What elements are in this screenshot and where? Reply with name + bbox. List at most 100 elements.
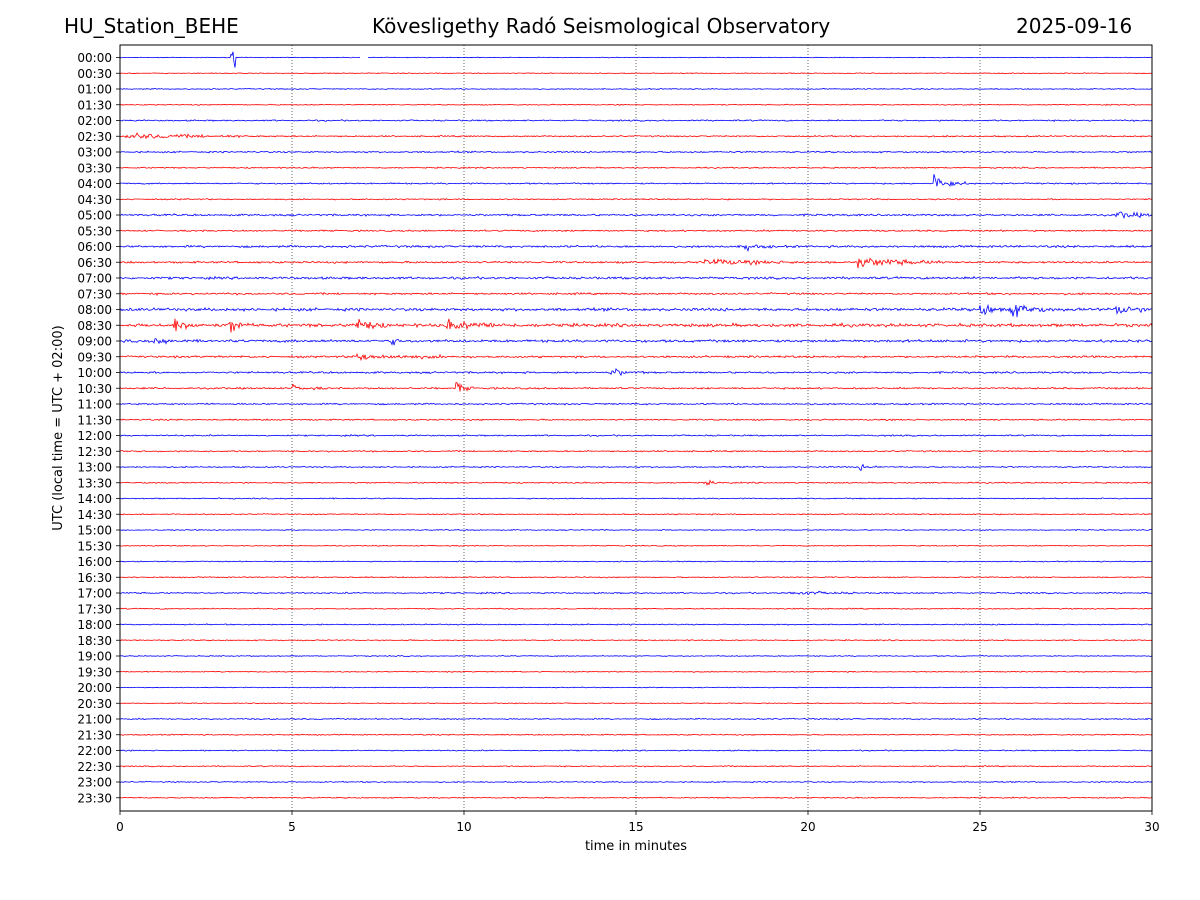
grid-lines xyxy=(291,45,981,811)
trace-row-0800 xyxy=(119,303,1153,318)
y-tick-label: 14:00 xyxy=(77,492,112,506)
y-tick-label: 01:00 xyxy=(77,83,112,97)
y-tick-label: 19:30 xyxy=(77,665,112,679)
y-tick-label: 12:00 xyxy=(77,429,112,443)
y-tick-label: 18:00 xyxy=(77,618,112,632)
trace-row-1000 xyxy=(119,368,1153,377)
trace-row-2300 xyxy=(119,780,1153,784)
trace-row-2000 xyxy=(119,686,1153,689)
trace-group xyxy=(119,51,1153,799)
trace-row-0130 xyxy=(119,103,1153,106)
trace-row-1430 xyxy=(119,512,1153,516)
y-tick-label: 19:00 xyxy=(77,650,112,664)
y-tick-label: 20:00 xyxy=(77,681,112,695)
x-tick-label: 10 xyxy=(456,820,471,834)
x-tick-group: 0 5 10 15 20 25 30 xyxy=(116,811,1160,834)
x-tick-label: 0 xyxy=(116,820,124,834)
y-tick-label: 06:30 xyxy=(77,256,112,270)
y-tick-label: 09:00 xyxy=(77,335,112,349)
x-tick-label: 15 xyxy=(628,820,643,834)
trace-row-2130 xyxy=(119,733,1153,736)
trace-row-1130 xyxy=(119,418,1153,422)
y-tick-label: 03:00 xyxy=(77,146,112,160)
trace-row-2030 xyxy=(119,702,1153,705)
trace-row-0900 xyxy=(119,338,1153,346)
y-tick-label: 10:00 xyxy=(77,366,112,380)
trace-row-1300 xyxy=(119,463,1153,472)
x-tick-label: 30 xyxy=(1144,820,1159,834)
x-tick-label: 25 xyxy=(972,820,987,834)
y-tick-label: 16:00 xyxy=(77,555,112,569)
trace-row-1330 xyxy=(119,479,1153,486)
trace-row-0430 xyxy=(119,197,1153,201)
y-tick-label: 13:30 xyxy=(77,476,112,490)
trace-row-2230 xyxy=(119,765,1153,768)
trace-row-2330 xyxy=(119,796,1153,799)
chart-date: 2025-09-16 xyxy=(1016,14,1133,38)
x-axis-label: time in minutes xyxy=(585,839,687,854)
trace-row-1200 xyxy=(119,434,1153,437)
trace-row-1700 xyxy=(119,590,1153,596)
trace-row-0030 xyxy=(119,72,1153,75)
trace-row-1630 xyxy=(119,576,1153,579)
y-tick-label: 11:30 xyxy=(77,413,112,427)
y-tick-label: 14:30 xyxy=(77,508,112,522)
y-tick-label: 12:30 xyxy=(77,445,112,459)
y-tick-label: 07:00 xyxy=(77,272,112,286)
y-tick-label: 23:00 xyxy=(77,776,112,790)
y-tick-label: 09:30 xyxy=(77,350,112,364)
trace-row-0630 xyxy=(119,257,1153,269)
y-tick-label: 03:30 xyxy=(77,161,112,175)
trace-row-0000 xyxy=(119,51,1153,68)
y-tick-label: 02:00 xyxy=(77,114,112,128)
y-tick-label: 00:00 xyxy=(77,51,112,65)
y-tick-label: 10:30 xyxy=(77,382,112,396)
y-tick-label: 17:30 xyxy=(77,602,112,616)
trace-row-1600 xyxy=(119,560,1153,563)
trace-row-1530 xyxy=(119,544,1153,547)
y-tick-label: 07:30 xyxy=(77,287,112,301)
y-tick-label: 13:00 xyxy=(77,461,112,475)
y-axis-label: UTC (local time = UTC + 02:00) xyxy=(51,325,66,530)
trace-row-2100 xyxy=(119,717,1153,721)
trace-row-0700 xyxy=(119,275,1153,281)
trace-row-1400 xyxy=(119,497,1153,500)
x-tick-label: 20 xyxy=(800,820,815,834)
y-tick-label: 04:30 xyxy=(77,193,112,207)
x-tick-label: 5 xyxy=(288,820,296,834)
trace-row-1500 xyxy=(119,528,1153,532)
y-tick-label: 01:30 xyxy=(77,98,112,112)
y-tick-label: 22:30 xyxy=(77,760,112,774)
y-tick-label: 08:30 xyxy=(77,319,112,333)
trace-row-0300 xyxy=(119,150,1153,154)
y-tick-label: 08:00 xyxy=(77,303,112,317)
y-tick-label: 16:30 xyxy=(77,571,112,585)
trace-row-0930 xyxy=(119,352,1153,362)
y-tick-label: 21:30 xyxy=(77,728,112,742)
trace-row-1930 xyxy=(119,670,1153,673)
y-tick-label: 11:00 xyxy=(77,398,112,412)
y-tick-label: 23:30 xyxy=(77,791,112,805)
trace-row-1230 xyxy=(119,449,1153,453)
trace-row-1900 xyxy=(119,654,1153,658)
y-tick-label: 18:30 xyxy=(77,634,112,648)
trace-row-0400 xyxy=(119,174,1153,187)
y-tick-label: 22:00 xyxy=(77,744,112,758)
chart-title: Kövesligethy Radó Seismological Observat… xyxy=(372,14,831,38)
trace-row-1030 xyxy=(119,382,1153,392)
y-tick-label: 21:00 xyxy=(77,713,112,727)
y-tick-label: 00:30 xyxy=(77,67,112,81)
trace-row-2200 xyxy=(119,749,1153,752)
trace-row-0200 xyxy=(119,119,1153,123)
trace-row-1100 xyxy=(119,402,1153,406)
trace-row-0730 xyxy=(119,291,1153,296)
station-name: HU_Station_BEHE xyxy=(64,14,239,38)
y-tick-label: 02:30 xyxy=(77,130,112,144)
trace-row-0830 xyxy=(119,318,1153,333)
trace-row-0330 xyxy=(119,166,1153,170)
trace-row-1730 xyxy=(119,607,1153,611)
y-tick-label: 05:30 xyxy=(77,224,112,238)
y-tick-label: 04:00 xyxy=(77,177,112,191)
